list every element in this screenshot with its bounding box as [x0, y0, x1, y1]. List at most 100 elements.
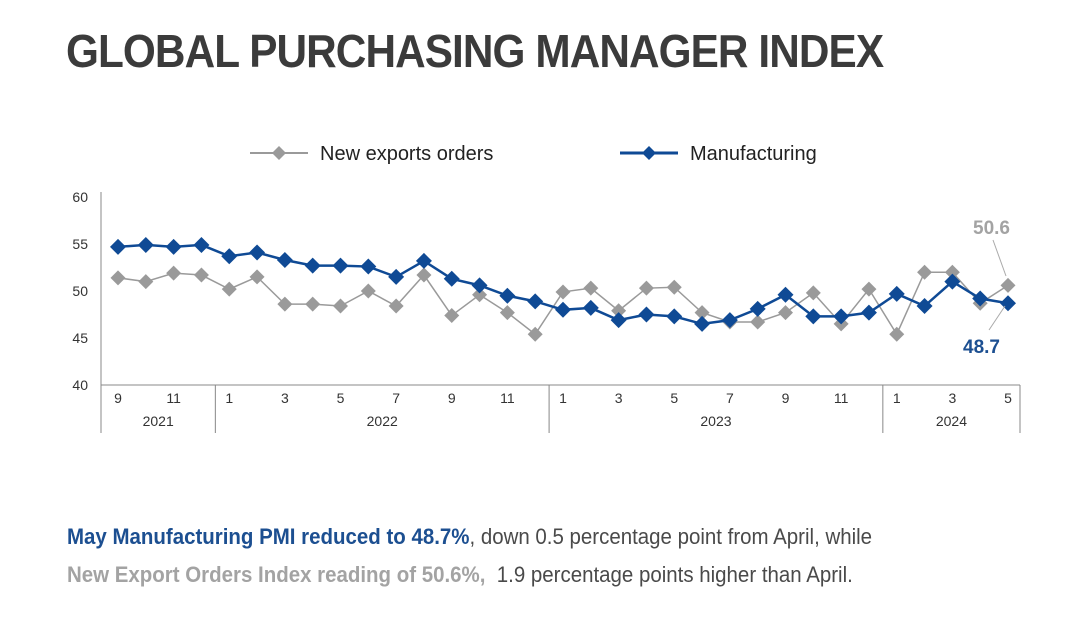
data-point-exports	[917, 264, 933, 280]
data-point-manufacturing	[304, 257, 321, 274]
data-point-manufacturing	[694, 315, 711, 332]
x-tick-label: 9	[782, 390, 790, 406]
data-point-exports	[110, 270, 126, 286]
y-tick-label: 50	[72, 283, 88, 299]
data-point-manufacturing	[666, 308, 683, 325]
y-tick-label: 45	[72, 330, 88, 346]
x-tick-label: 3	[615, 390, 623, 406]
data-point-exports	[555, 284, 571, 300]
data-point-exports	[694, 305, 710, 321]
data-point-manufacturing	[582, 299, 599, 316]
x-tick-label: 9	[114, 390, 122, 406]
data-point-manufacturing	[415, 252, 432, 269]
annotation-leader-manufacturing	[988, 305, 1006, 331]
page-title: GLOBAL PURCHASING MANAGER INDEX	[66, 25, 884, 77]
data-point-exports	[249, 269, 265, 285]
data-point-exports	[778, 305, 793, 321]
legend-label-manufacturing: Manufacturing	[690, 143, 817, 165]
legend-marker-manufacturing	[642, 146, 656, 160]
data-point-manufacturing	[276, 251, 293, 268]
annotation-exports-value: 50.6	[973, 218, 1010, 239]
data-point-manufacturing	[972, 290, 989, 307]
data-point-manufacturing	[388, 268, 405, 285]
data-point-manufacturing	[555, 301, 571, 318]
x-tick-label: 1	[893, 390, 901, 406]
x-tick-label: 7	[392, 390, 400, 406]
x-tick-label: 3	[948, 390, 956, 406]
data-point-manufacturing	[860, 304, 877, 321]
caption-line-2: New Export Orders Index reading of 50.6%…	[67, 562, 853, 588]
data-point-exports	[221, 281, 237, 297]
data-point-manufacturing	[777, 286, 794, 303]
data-point-exports	[277, 296, 293, 312]
data-point-exports	[472, 287, 488, 303]
data-point-manufacturing	[499, 287, 516, 304]
data-point-exports	[889, 326, 905, 342]
legend-marker-exports	[272, 146, 286, 160]
data-point-exports	[527, 326, 543, 342]
legend-label-exports: New exports orders	[320, 143, 493, 165]
data-point-exports	[666, 279, 682, 295]
data-point-exports	[388, 298, 404, 314]
data-point-manufacturing	[527, 293, 544, 310]
data-point-manufacturing	[165, 238, 182, 255]
y-tick-label: 40	[72, 377, 88, 393]
x-tick-label: 3	[281, 390, 289, 406]
data-point-exports	[805, 285, 821, 301]
data-point-manufacturing	[110, 238, 126, 255]
data-point-exports	[750, 314, 766, 330]
data-point-exports	[193, 267, 209, 283]
data-point-manufacturing	[360, 258, 377, 275]
y-tick-label: 60	[72, 189, 88, 205]
data-point-manufacturing	[916, 298, 933, 315]
x-tick-label: 5	[670, 390, 678, 406]
data-point-exports	[944, 264, 960, 280]
data-point-manufacturing	[833, 308, 850, 325]
data-point-exports	[611, 303, 627, 319]
x-tick-label: 11	[834, 390, 849, 406]
y-tick-label: 55	[72, 236, 88, 252]
x-tick-label: 11	[166, 390, 181, 406]
x-tick-label: 1	[559, 390, 567, 406]
year-label: 2023	[700, 413, 731, 429]
data-point-manufacturing	[749, 300, 766, 317]
annotation-leader-exports	[992, 239, 1007, 277]
x-tick-label: 1	[225, 390, 233, 406]
year-label: 2021	[143, 413, 174, 429]
data-point-exports	[499, 305, 515, 321]
caption-manufacturing-highlight: May Manufacturing PMI reduced to 48.7%	[67, 524, 470, 549]
data-point-manufacturing	[221, 248, 238, 265]
data-point-exports	[138, 274, 154, 290]
data-point-exports	[360, 283, 376, 299]
data-point-manufacturing	[1000, 295, 1016, 312]
x-tick-label: 5	[1004, 390, 1012, 406]
data-point-exports	[583, 280, 599, 296]
data-point-manufacturing	[193, 236, 210, 253]
data-point-manufacturing	[944, 273, 961, 290]
caption-line-1: May Manufacturing PMI reduced to 48.7%, …	[67, 524, 872, 550]
data-point-exports	[333, 298, 348, 314]
x-tick-label: 11	[500, 390, 515, 406]
data-point-manufacturing	[249, 244, 266, 261]
data-point-manufacturing	[721, 312, 738, 329]
data-point-exports	[444, 307, 460, 323]
data-point-exports	[638, 280, 654, 296]
x-tick-label: 7	[726, 390, 734, 406]
year-label: 2024	[936, 413, 967, 429]
data-point-exports	[416, 267, 432, 283]
data-point-manufacturing	[137, 236, 154, 253]
annotation-manufacturing-value: 48.7	[963, 337, 1000, 358]
caption-export-text: 1.9 percentage points higher than April.	[485, 562, 853, 587]
data-point-manufacturing	[888, 285, 905, 302]
data-point-manufacturing	[443, 270, 460, 287]
x-tick-label: 9	[448, 390, 456, 406]
x-tick-label: 5	[337, 390, 345, 406]
caption-manufacturing-text: , down 0.5 percentage point from April, …	[469, 524, 873, 549]
data-point-manufacturing	[610, 312, 627, 329]
data-point-exports	[305, 296, 321, 312]
data-point-manufacturing	[805, 308, 822, 325]
data-point-manufacturing	[471, 277, 488, 294]
data-point-exports	[861, 281, 877, 297]
data-point-manufacturing	[332, 257, 349, 274]
